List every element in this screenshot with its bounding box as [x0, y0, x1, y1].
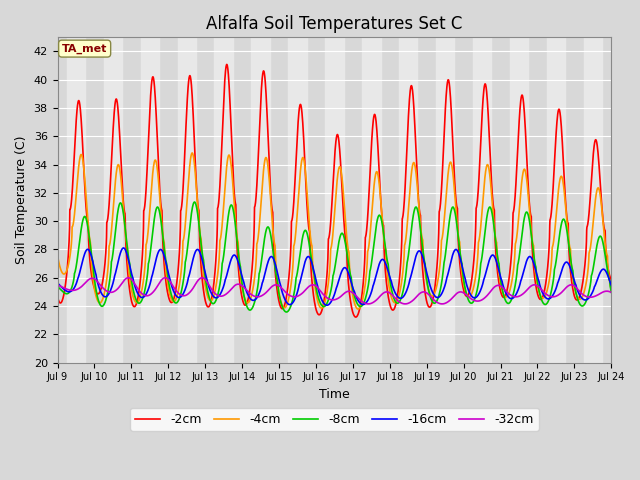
-32cm: [438, 301, 446, 307]
Y-axis label: Soil Temperature (C): Soil Temperature (C): [15, 136, 28, 264]
Bar: [584, 37, 602, 362]
Legend: -2cm, -4cm, -8cm, -16cm, -32cm: -2cm, -4cm, -8cm, -16cm, -32cm: [130, 408, 539, 431]
-2cm: [363, 225, 371, 230]
-4cm: [607, 288, 615, 293]
-32cm: [559, 288, 566, 294]
Line: -8cm: -8cm: [58, 202, 611, 312]
-32cm: [54, 282, 61, 288]
-16cm: [323, 302, 331, 308]
-8cm: [363, 290, 371, 296]
Line: -4cm: -4cm: [58, 153, 611, 309]
-32cm: [351, 291, 358, 297]
-8cm: [191, 199, 198, 205]
-16cm: [559, 264, 566, 270]
-32cm: [363, 301, 371, 307]
Title: Alfalfa Soil Temperatures Set C: Alfalfa Soil Temperatures Set C: [206, 15, 463, 33]
-32cm: [209, 288, 216, 293]
-8cm: [496, 270, 504, 276]
-4cm: [559, 178, 566, 184]
Line: -16cm: -16cm: [58, 248, 611, 305]
Line: -2cm: -2cm: [58, 64, 611, 317]
Bar: [436, 37, 454, 362]
-4cm: [351, 300, 358, 306]
Bar: [510, 37, 528, 362]
Bar: [288, 37, 307, 362]
-2cm: [351, 313, 358, 319]
-4cm: [54, 252, 61, 258]
-32cm: [607, 289, 615, 295]
Bar: [214, 37, 233, 362]
-2cm: [223, 61, 230, 67]
-4cm: [574, 295, 582, 301]
Text: TA_met: TA_met: [62, 44, 108, 54]
-2cm: [496, 285, 504, 290]
-2cm: [607, 277, 615, 283]
-16cm: [54, 281, 61, 287]
-4cm: [496, 276, 504, 282]
-8cm: [574, 298, 582, 304]
-8cm: [351, 295, 358, 300]
-2cm: [208, 294, 216, 300]
-8cm: [607, 289, 615, 295]
-8cm: [209, 300, 216, 306]
-32cm: [125, 275, 132, 281]
-2cm: [54, 294, 61, 300]
-2cm: [574, 297, 582, 302]
Bar: [141, 37, 159, 362]
-4cm: [188, 150, 196, 156]
-16cm: [209, 292, 216, 298]
-16cm: [363, 299, 371, 305]
-16cm: [120, 245, 127, 251]
-32cm: [574, 287, 582, 293]
Bar: [252, 37, 270, 362]
-4cm: [209, 297, 216, 302]
X-axis label: Time: Time: [319, 388, 350, 401]
-16cm: [351, 290, 358, 296]
Bar: [177, 37, 196, 362]
-16cm: [574, 289, 582, 295]
-8cm: [54, 284, 61, 290]
-16cm: [496, 271, 504, 277]
Bar: [547, 37, 565, 362]
Bar: [325, 37, 344, 362]
-16cm: [607, 282, 615, 288]
Bar: [362, 37, 381, 362]
Bar: [621, 37, 639, 362]
-32cm: [496, 283, 504, 288]
-4cm: [355, 306, 362, 312]
Bar: [104, 37, 122, 362]
Bar: [399, 37, 417, 362]
Bar: [67, 37, 85, 362]
Bar: [473, 37, 492, 362]
Line: -32cm: -32cm: [58, 278, 611, 304]
-8cm: [559, 217, 566, 223]
-4cm: [363, 265, 371, 271]
-8cm: [282, 309, 290, 315]
-2cm: [559, 149, 566, 155]
-2cm: [352, 314, 360, 320]
